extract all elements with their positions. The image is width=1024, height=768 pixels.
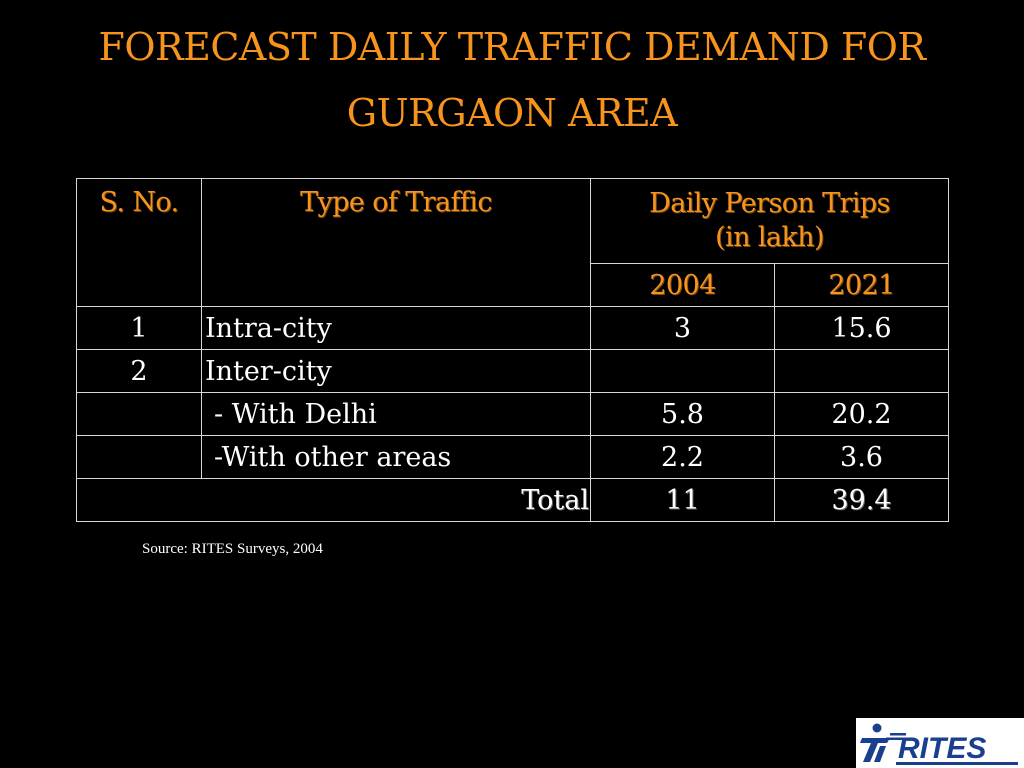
cell-2004: 5.8 xyxy=(590,392,775,436)
header-type-of-traffic: Type of Traffic xyxy=(201,178,591,307)
cell-sno: 2 xyxy=(76,349,202,393)
cell-sno xyxy=(76,435,202,479)
slide-title-line-2: GURGAON AREA xyxy=(346,91,678,135)
table-row: - With Delhi 5.8 20.2 xyxy=(76,392,950,436)
svg-text:RITES: RITES xyxy=(898,732,986,765)
cell-2021: 3.6 xyxy=(773,435,950,479)
header-year-2004: 2004 xyxy=(590,263,775,307)
rites-logo: RITES xyxy=(856,718,1024,768)
header-trips-line-1: Daily Person Trips xyxy=(649,188,890,219)
source-note: Source: RITES Surveys, 2004 xyxy=(142,541,323,557)
table-row: 2 Inter-city xyxy=(76,349,950,393)
cell-type: Intra-city xyxy=(201,306,591,350)
header-trips-line-2: (in lakh) xyxy=(715,222,824,253)
table-row: -With other areas 2.2 3.6 xyxy=(76,435,950,479)
cell-type: -With other areas xyxy=(201,435,591,479)
cell-2004: 2.2 xyxy=(590,435,775,479)
slide-title: FORECAST DAILY TRAFFIC DEMAND FOR GURGAO… xyxy=(0,14,1024,146)
table-total-row: Total 11 39.4 xyxy=(76,478,950,522)
total-2004: 11 xyxy=(590,478,775,522)
total-label: Total xyxy=(76,478,591,522)
cell-type: - With Delhi xyxy=(201,392,591,436)
table-row: 1 Intra-city 3 15.6 xyxy=(76,306,950,350)
traffic-demand-table: S. No. Type of Traffic Daily Person Trip… xyxy=(76,178,950,522)
cell-2021 xyxy=(773,349,950,393)
cell-type: Inter-city xyxy=(201,349,591,393)
cell-2021: 20.2 xyxy=(773,392,950,436)
cell-2004: 3 xyxy=(590,306,775,350)
cell-2004 xyxy=(590,349,775,393)
table-header-row: S. No. Type of Traffic Daily Person Trip… xyxy=(76,178,950,307)
slide-title-line-1: FORECAST DAILY TRAFFIC DEMAND FOR xyxy=(98,25,926,69)
cell-2021: 15.6 xyxy=(773,306,950,350)
header-daily-person-trips: Daily Person Trips (in lakh) xyxy=(589,178,950,264)
cell-sno xyxy=(76,392,202,436)
cell-sno: 1 xyxy=(76,306,202,350)
table-subheader-row: 2004 2021 xyxy=(77,263,950,307)
header-year-2021: 2021 xyxy=(773,263,950,307)
header-sno: S. No. xyxy=(76,178,202,307)
total-2021: 39.4 xyxy=(773,478,950,522)
